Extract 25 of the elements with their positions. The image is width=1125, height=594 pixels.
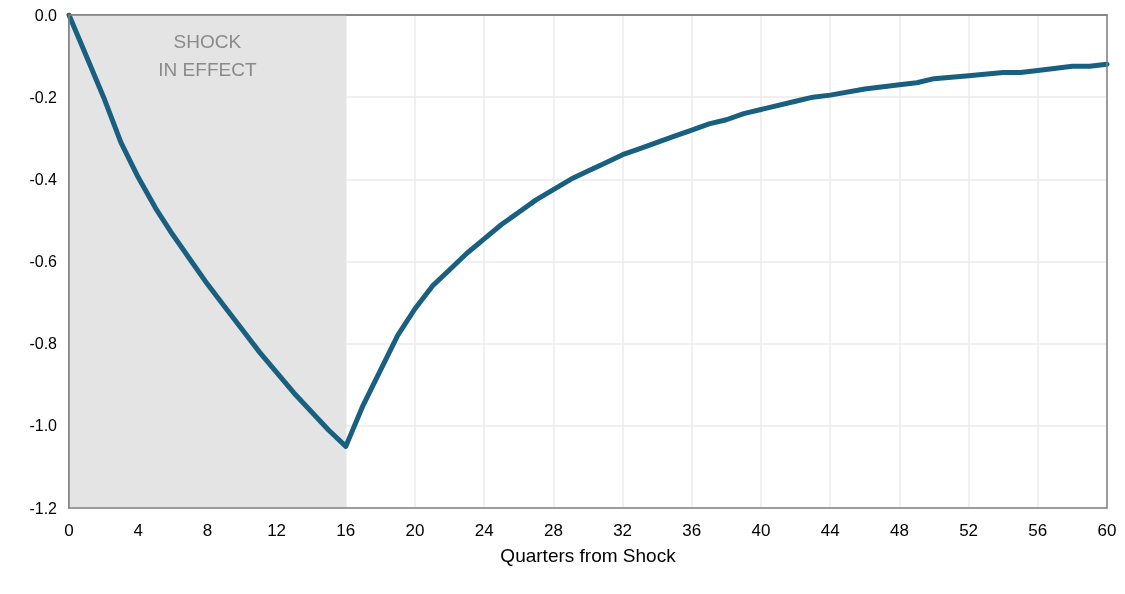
x-tick-label: 0 (64, 521, 74, 540)
band-label: SHOCK IN EFFECT (158, 30, 257, 80)
x-tick-label: 16 (336, 521, 356, 540)
x-tick-label: 24 (474, 521, 494, 540)
x-tick-label: 20 (405, 521, 425, 540)
x-tick-label: 40 (751, 521, 771, 540)
x-tick-label: 36 (682, 521, 702, 540)
x-tick-label: 4 (133, 521, 143, 540)
x-axis-title: Quarters from Shock (500, 545, 677, 566)
x-tick-label: 60 (1097, 521, 1117, 540)
x-tick-label: 28 (543, 521, 563, 540)
x-tick-label: 12 (267, 521, 287, 540)
y-tick-label: -0.8 (29, 335, 58, 353)
y-tick-label: -0.4 (29, 170, 58, 188)
y-tick-label: -1.0 (29, 417, 58, 435)
x-tick-label: 44 (820, 521, 840, 540)
x-tick-label: 32 (613, 521, 633, 540)
x-tick-label: 8 (202, 521, 213, 540)
y-tick-label: -0.2 (29, 88, 58, 106)
x-tick-label: 52 (959, 521, 979, 540)
y-tick-label: 0.0 (34, 6, 58, 24)
x-tick-label: 56 (1028, 521, 1048, 540)
y-tick-label: -1.2 (29, 499, 58, 517)
x-tick-label: 48 (889, 521, 909, 540)
y-tick-label: -0.6 (29, 253, 58, 270)
